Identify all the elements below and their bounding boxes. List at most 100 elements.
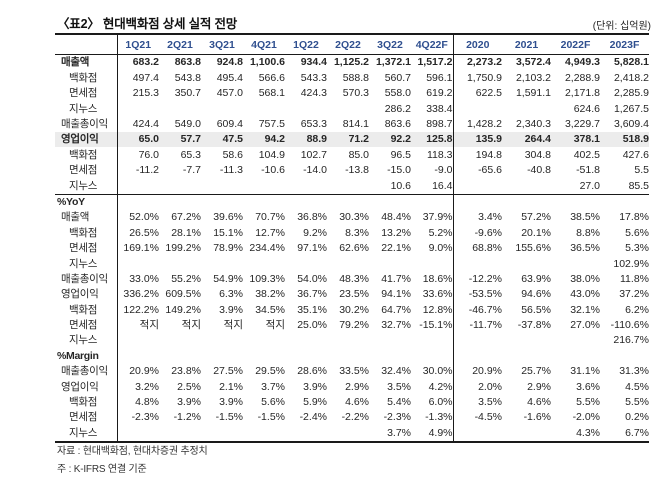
cell	[159, 178, 201, 194]
cell	[369, 348, 411, 363]
cell: 3.7%	[261, 380, 285, 393]
table-row: 매출액 52.0% 67.2% 39.6% 70.7% 36.8% 30.3% 48.4% 37…	[55, 209, 649, 226]
cell: -2.0%	[572, 411, 600, 424]
cell: 5.6%	[625, 226, 649, 239]
cell: 4.5%	[625, 380, 649, 393]
cell: -2.3%	[131, 411, 159, 424]
cell: 4.9%	[428, 426, 453, 439]
cell: 497.4	[132, 71, 159, 84]
cell: 39.6%	[213, 211, 243, 224]
cell: 13.2%	[381, 226, 411, 239]
cell	[159, 193, 201, 210]
cell	[201, 193, 243, 210]
cell: 609.5%	[165, 288, 201, 301]
cell	[452, 348, 502, 364]
cell: 4.2%	[428, 380, 453, 393]
cell: 78.9%	[213, 242, 243, 255]
cell: 63.9%	[521, 272, 551, 285]
cell: -13.8	[345, 164, 369, 177]
cell: 4.8%	[135, 396, 159, 409]
cell: 216.7%	[613, 334, 649, 347]
cell	[327, 256, 369, 271]
row-label: 매출총이익	[55, 363, 118, 380]
cell	[243, 193, 285, 210]
cell	[600, 193, 649, 210]
cell: 5.5%	[625, 396, 649, 409]
cell: 518.9	[600, 131, 649, 148]
cell	[502, 193, 551, 210]
cell	[159, 348, 201, 363]
cell: 20.9%	[129, 365, 159, 378]
cell: 67.2%	[171, 211, 201, 224]
cell: 3.5%	[387, 380, 411, 393]
row-label: 면세점	[55, 240, 118, 257]
cell: 31.3%	[619, 365, 649, 378]
cell: 9.2%	[303, 226, 327, 239]
cell: 3.6%	[576, 380, 600, 393]
row-label: 매출액	[55, 54, 118, 71]
cell: 3.7%	[387, 426, 411, 439]
cell: 20.1%	[521, 226, 551, 239]
row-label: 면세점	[55, 162, 118, 179]
cell: 30.2%	[339, 303, 369, 316]
cell: 5.4%	[387, 396, 411, 409]
row-label: 면세점	[55, 317, 118, 334]
cell: 33.6%	[422, 288, 453, 301]
cell: 102.7	[300, 148, 327, 161]
cell: -1.5%	[215, 411, 243, 424]
cell: 16.4	[432, 179, 453, 192]
cell: 8.8%	[576, 226, 600, 239]
cell: 2,418.2	[613, 71, 649, 84]
cell: 1,372.1	[375, 56, 411, 69]
cell: -110.6%	[610, 319, 649, 332]
cell: 495.4	[216, 71, 243, 84]
column-header: 4Q22F	[411, 34, 453, 55]
table-title: 〈표2〉 현대백화점 상세 실적 전망	[57, 17, 238, 31]
cell: 92.2	[369, 131, 411, 148]
cell: -1.3%	[425, 411, 453, 424]
cell: 35.1%	[297, 303, 327, 316]
cell	[285, 193, 327, 210]
table-row: 지누스 286.2 338.4 624.6 1,267.5	[55, 101, 649, 117]
row-label: 영업이익	[55, 379, 118, 395]
cell	[201, 101, 243, 116]
cell: 3.2%	[135, 380, 159, 393]
cell: 1,267.5	[613, 102, 649, 115]
cell	[551, 256, 600, 271]
cell: 424.3	[300, 87, 327, 100]
cell: 3,572.4	[515, 56, 551, 69]
table-row: 면세점 215.3 350.7 457.0 568.1 424.3 570.3 558.0 61…	[55, 85, 649, 102]
column-header: 2020	[452, 34, 502, 55]
cell	[285, 256, 327, 271]
cell: 118.3	[427, 148, 453, 161]
cell: 683.2	[132, 56, 159, 69]
cell	[452, 101, 502, 117]
row-label: 백화점	[55, 394, 118, 410]
table-row: 영업이익 65.0 57.7 47.5 94.2 88.9 71.2 92.2 125.8 135…	[55, 131, 649, 148]
cell: 32.1%	[570, 303, 600, 316]
column-header: 3Q21	[201, 34, 243, 55]
cell	[411, 333, 453, 348]
cell	[502, 348, 551, 363]
cell: 97.1%	[297, 242, 327, 255]
cell: 1,100.6	[249, 56, 285, 69]
row-label: 면세점	[55, 409, 118, 426]
cell: 62.6%	[339, 242, 369, 255]
row-label: 백화점	[55, 302, 118, 318]
cell: 2,273.2	[452, 54, 502, 71]
cell: 23.5%	[339, 288, 369, 301]
cell	[201, 178, 243, 194]
column-header: 2022F	[551, 34, 600, 55]
cell: 6.7%	[625, 426, 649, 439]
cell: 5.9%	[303, 396, 327, 409]
cell: 558.0	[384, 87, 411, 100]
cell: 33.5%	[339, 365, 369, 378]
cell: 135.9	[452, 131, 502, 148]
table-row: %YoY	[55, 193, 649, 210]
cell: 3.9%	[303, 380, 327, 393]
cell: 22.1%	[381, 242, 411, 255]
cell: -9.0	[434, 164, 453, 177]
cell: -2.4%	[299, 411, 327, 424]
row-label: 백화점	[55, 225, 118, 241]
